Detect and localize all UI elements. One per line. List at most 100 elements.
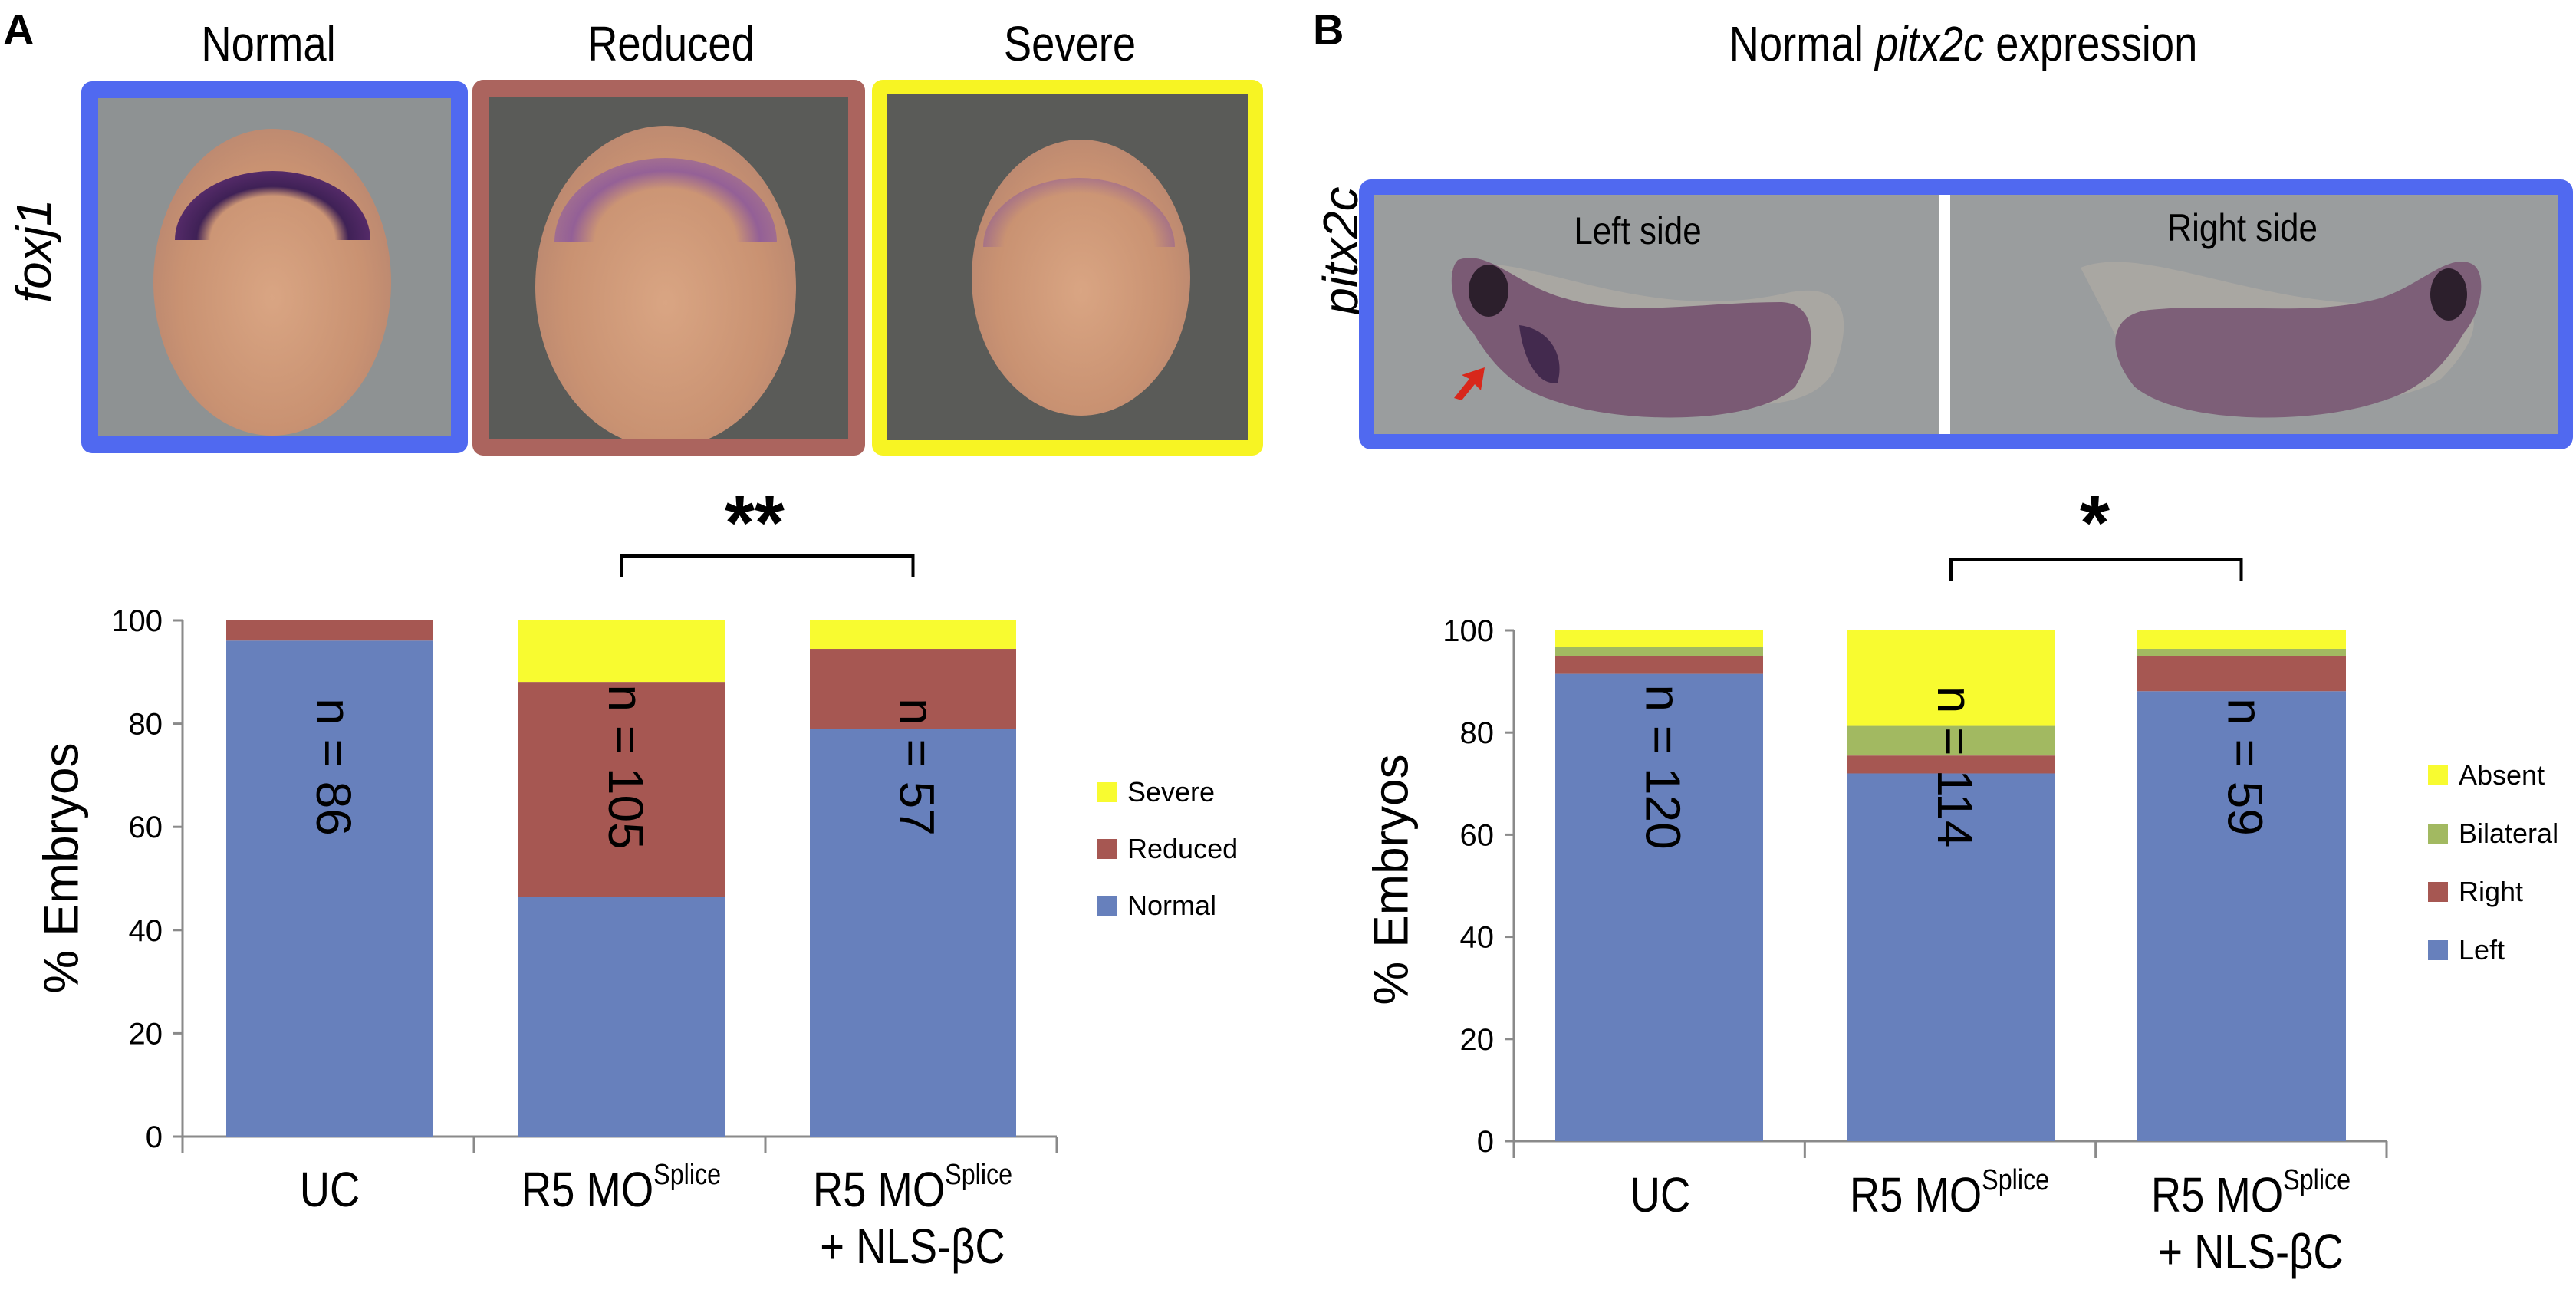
bar-segment-right xyxy=(1847,755,2055,774)
xlabel-main: R5 MO xyxy=(2150,1167,2284,1222)
bar-segment-absent xyxy=(1555,630,1763,647)
bar-segment-reduced xyxy=(518,682,725,897)
legend-item-severe: Severe xyxy=(1097,776,1215,808)
y-tick-label: 100 xyxy=(1443,614,1494,648)
bar-segment-severe xyxy=(518,620,725,683)
chart-a-xlabel-uc: UC xyxy=(265,1162,395,1219)
xlabel-sup: Splice xyxy=(653,1159,722,1191)
embryo-photo-normal xyxy=(98,98,451,436)
xlabel-sup: Splice xyxy=(1982,1164,2050,1196)
tadpole-photo-right: Right side xyxy=(1950,195,2558,434)
legend-swatch-absent xyxy=(2428,765,2448,785)
bar-segment-reduced xyxy=(226,620,433,641)
pitx2c-stain-left xyxy=(1519,325,1560,383)
legend-label-reduced: Reduced xyxy=(1127,833,1239,864)
side-label-right: Right side xyxy=(2167,206,2318,249)
panel-b-title-prefix: Normal xyxy=(1729,16,1876,71)
chart-a-xlabel-rescue: R5 MOSplice + NLS-βC xyxy=(789,1159,1037,1275)
chart-a-significance: ** xyxy=(725,480,785,566)
bar-segment-bilateral xyxy=(1847,725,2055,756)
xlabel-main: R5 MO xyxy=(521,1162,654,1217)
chart-b-legend: Absent Bilateral Right Left xyxy=(2428,759,2576,966)
bar-segment-absent xyxy=(2137,630,2346,649)
n-label: n = 105 xyxy=(598,684,653,849)
image-title-severe: Severe xyxy=(1003,16,1137,71)
y-tick-label: 60 xyxy=(1460,818,1495,852)
red-arrow-icon xyxy=(1454,367,1485,400)
legend-swatch-left xyxy=(2428,940,2448,960)
legend-swatch-reduced xyxy=(1097,839,1117,859)
legend-label-bilateral: Bilateral xyxy=(2459,818,2559,849)
image-frame-severe xyxy=(872,80,1263,456)
panel-b-title-gene: pitx2c xyxy=(1875,16,1985,71)
y-tick-label: 20 xyxy=(129,1017,163,1051)
y-tick-label: 80 xyxy=(1460,716,1495,750)
chart-b-xlabel-mo: R5 MOSplice xyxy=(1826,1164,2074,1224)
y-tick-label: 80 xyxy=(129,708,163,742)
bar-segment-normal xyxy=(810,729,1016,1137)
legend-swatch-normal xyxy=(1097,896,1117,916)
tadpole-right xyxy=(2081,261,2482,418)
n-label: n = 86 xyxy=(306,698,361,836)
legend-item-absent: Absent xyxy=(2428,759,2545,791)
y-tick-label: 0 xyxy=(1477,1125,1494,1159)
legend-label-left: Left xyxy=(2459,934,2505,966)
xlabel-sup: Splice xyxy=(2283,1164,2351,1196)
legend-item-right: Right xyxy=(2428,876,2523,908)
tadpole-left xyxy=(1450,258,1844,418)
tadpole-right-eye xyxy=(2430,268,2467,321)
bar-segment-severe xyxy=(810,620,1016,650)
legend-swatch-right xyxy=(2428,882,2448,902)
chart-a-xlabel-mo: R5 MOSplice xyxy=(498,1159,745,1219)
xlabel-main: R5 MO xyxy=(1849,1167,1982,1222)
legend-label-normal: Normal xyxy=(1127,890,1217,921)
n-label: n = 114 xyxy=(1927,686,1982,848)
legend-item-reduced: Reduced xyxy=(1097,833,1238,865)
significance-bracket xyxy=(1949,558,2243,581)
panel-b-title-suffix: expression xyxy=(1984,16,2198,71)
image-frame-reduced xyxy=(472,80,865,456)
significance-bracket xyxy=(620,554,915,577)
y-tick-label: 20 xyxy=(1460,1023,1495,1057)
y-tick-label: 40 xyxy=(1460,921,1495,955)
n-label: n = 120 xyxy=(1636,684,1691,849)
legend-item-bilateral: Bilateral xyxy=(2428,818,2558,850)
y-tick-label: 60 xyxy=(129,811,163,844)
bar-segment-bilateral xyxy=(2137,648,2346,656)
xlabel-main: UC xyxy=(299,1162,360,1217)
embryo-photo-reduced xyxy=(489,97,848,439)
bar-segment-right xyxy=(2137,656,2346,692)
legend-swatch-bilateral xyxy=(2428,824,2448,844)
y-tick-label: 100 xyxy=(111,604,163,638)
legend-label-right: Right xyxy=(2459,876,2524,907)
n-label: n = 59 xyxy=(2218,698,2273,836)
y-tick-label: 40 xyxy=(129,914,163,948)
chart-a: 0 20 40 60 80 100 n = 86 n = 105 n = 57 xyxy=(111,554,1058,1154)
bar-segment-bilateral xyxy=(1555,646,1763,656)
embryo-photo-severe xyxy=(887,94,1248,440)
xlabel-sup: Splice xyxy=(945,1159,1013,1191)
panel-b-title: Normal pitx2c expression xyxy=(1611,15,2315,72)
tadpole-photo-left: Left side xyxy=(1374,195,1939,434)
chart-a-legend: Severe Reduced Normal xyxy=(1097,776,1250,929)
chart-b-xlabel-uc: UC xyxy=(1595,1167,1726,1224)
panel-b-letter: B xyxy=(1313,5,1344,54)
image-frame-pitx2c: Left side Right side xyxy=(1359,179,2573,449)
xlabel-main: UC xyxy=(1630,1167,1691,1222)
bar-segment-left xyxy=(2137,691,2346,1141)
photo-divider xyxy=(1939,195,1950,434)
bar-segment-left xyxy=(1847,773,2055,1141)
embryo-severe xyxy=(972,140,1190,416)
tadpole-right-body xyxy=(2115,261,2482,418)
y-tick-label: 0 xyxy=(146,1120,163,1154)
legend-swatch-severe xyxy=(1097,782,1117,802)
image-title-reduced: Reduced xyxy=(587,16,755,71)
chart-b-xlabel-rescue: R5 MOSplice + NLS-βC xyxy=(2127,1164,2375,1280)
bar-segment-right xyxy=(1555,656,1763,674)
bar-segment-normal xyxy=(518,897,725,1137)
xlabel-line2: + NLS-βC xyxy=(2158,1223,2344,1279)
bar-segment-left xyxy=(1555,673,1763,1141)
side-label-left: Left side xyxy=(1574,209,1702,252)
xlabel-main: R5 MO xyxy=(812,1162,946,1217)
